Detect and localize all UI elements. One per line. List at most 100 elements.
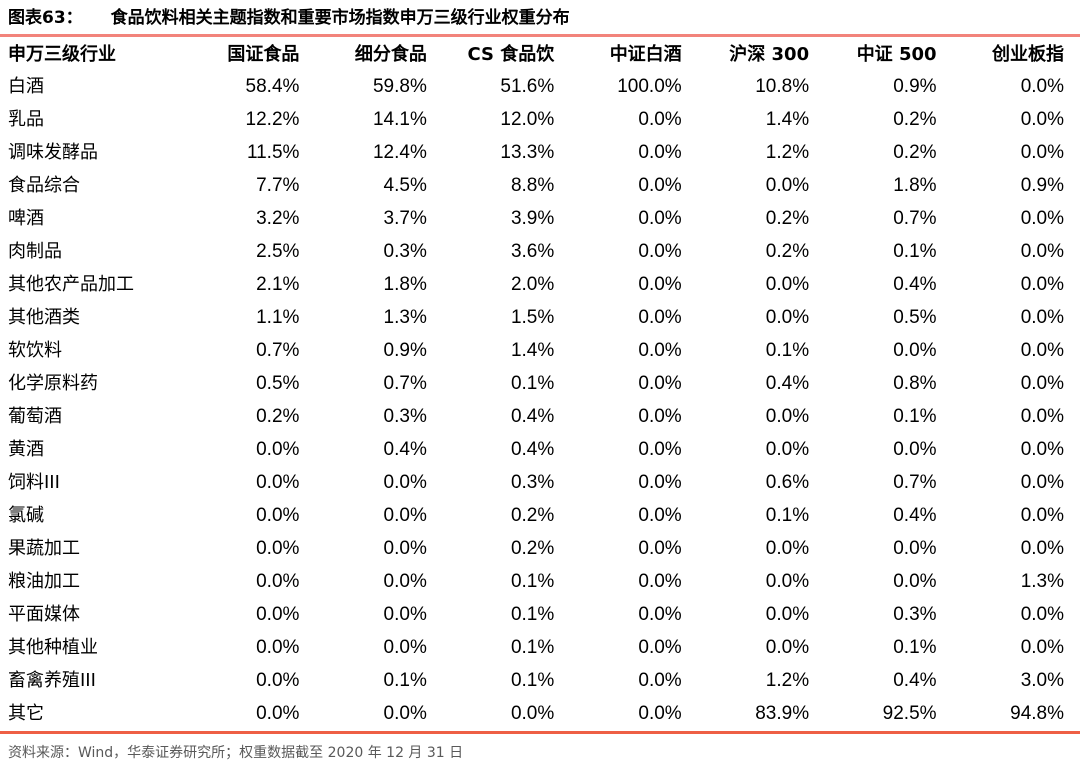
weight-cell: 0.0% [638,274,682,295]
weight-cell: 0.0% [893,538,937,559]
row-label: 粮油加工 [8,571,80,592]
weight-cell: 0.2% [893,109,937,130]
weight-cell: 0.0% [256,505,300,526]
weight-cell: 0.7% [256,340,300,361]
weight-cell: 0.1% [893,406,937,427]
weight-cell: 0.0% [638,142,682,163]
weight-cell: 0.4% [510,406,555,427]
weight-cell: 0.0% [383,571,427,592]
figure-number-label: 图表63： [8,8,83,28]
weight-cell: 0.0% [765,406,810,427]
weight-cell: 0.0% [765,637,810,658]
weight-cell: 0.4% [383,439,427,460]
column-header: 细分食品 [354,44,427,65]
weight-cell: 0.4% [893,274,937,295]
weight-cell: 0.4% [893,670,937,691]
weight-cell: 1.4% [510,340,555,361]
weight-cell: 0.0% [256,538,300,559]
weight-cell: 0.0% [256,670,300,691]
weight-cell: 0.0% [1020,604,1064,625]
weight-cell: 0.0% [1020,307,1064,328]
column-header: 中证白酒 [609,44,682,65]
weight-cell: 0.2% [765,208,810,229]
weight-cell: 0.0% [1020,439,1064,460]
weight-cell: 0.0% [765,538,810,559]
row-label: 畜禽养殖III [8,670,96,691]
weight-cell: 0.1% [510,373,555,394]
weight-cell: 0.4% [510,439,555,460]
weight-cell: 12.0% [500,109,555,130]
table-container: 申万三级行业 国证食品 细分食品 CS 食品饮 中证白酒 沪深 300 中证 500 创业板指… [0,37,1080,731]
weight-cell: 0.0% [383,637,427,658]
weight-cell: 10.8% [755,76,810,97]
weight-cell: 0.2% [256,406,300,427]
weight-cell: 0.0% [1020,373,1064,394]
table-row: 其他酒类 1.1% 1.3% 1.5% 0.0% 0.0% 0.5% 0.0% [0,302,1064,335]
weight-cell: 0.2% [765,241,810,262]
row-label: 其他种植业 [8,637,98,658]
weight-cell: 0.0% [638,703,682,724]
weight-cell: 0.0% [638,241,682,262]
table-row: 其它 0.0% 0.0% 0.0% 0.0% 83.9% 92.5% 94.8% [0,698,1064,731]
column-header-industry: 申万三级行业 [8,44,116,65]
weight-cell: 0.0% [893,439,937,460]
weight-cell: 0.0% [638,373,682,394]
weight-cell: 0.0% [1020,637,1064,658]
weight-cell: 1.3% [383,307,427,328]
weight-cell: 0.9% [383,340,427,361]
row-label: 葡萄酒 [8,406,62,427]
weight-cell: 94.8% [1010,703,1064,724]
weight-cell: 12.2% [245,109,300,130]
source-note: 资料来源：Wind，华泰证券研究所；权重数据截至 2020 年 12 月 31 … [8,745,464,761]
weight-cell: 0.1% [765,340,810,361]
row-label: 肉制品 [8,241,62,262]
row-label: 饲料III [8,472,60,493]
table-row: 果蔬加工 0.0% 0.0% 0.2% 0.0% 0.0% 0.0% 0.0% [0,533,1064,566]
industry-weight-table: 申万三级行业 国证食品 细分食品 CS 食品饮 中证白酒 沪深 300 中证 500 创业板指… [0,37,1064,731]
weight-cell: 0.0% [510,703,555,724]
weight-cell: 1.2% [765,142,810,163]
weight-cell: 1.5% [510,307,555,328]
table-row: 化学原料药 0.5% 0.7% 0.1% 0.0% 0.4% 0.8% 0.0% [0,368,1064,401]
weight-cell: 0.1% [510,571,555,592]
weight-cell: 0.0% [1020,538,1064,559]
table-row: 白酒 58.4% 59.8% 51.6% 100.0% 10.8% 0.9% 0.0% [0,71,1064,104]
weight-cell: 0.0% [256,703,300,724]
weight-cell: 0.0% [765,439,810,460]
weight-cell: 0.0% [1020,76,1064,97]
row-label: 乳品 [8,109,44,130]
weight-cell: 0.6% [765,472,810,493]
weight-cell: 0.0% [638,340,682,361]
weight-cell: 0.8% [893,373,937,394]
weight-cell: 92.5% [882,703,937,724]
weight-cell: 0.1% [510,604,555,625]
weight-cell: 0.0% [638,175,682,196]
weight-cell: 0.0% [1020,274,1064,295]
table-row: 乳品 12.2% 14.1% 12.0% 0.0% 1.4% 0.2% 0.0% [0,104,1064,137]
weight-cell: 0.1% [510,670,555,691]
weight-cell: 0.7% [383,373,427,394]
column-header: 国证食品 [227,44,300,65]
weight-cell: 14.1% [372,109,427,130]
weight-cell: 0.4% [765,373,810,394]
weight-cell: 0.5% [893,307,937,328]
weight-cell: 0.5% [256,373,300,394]
weight-cell: 0.7% [893,208,937,229]
weight-cell: 1.8% [383,274,427,295]
weight-cell: 1.2% [765,670,810,691]
row-label: 果蔬加工 [8,538,80,559]
weight-cell: 0.0% [765,175,810,196]
weight-cell: 0.0% [1020,505,1064,526]
weight-cell: 0.0% [256,604,300,625]
weight-cell: 0.0% [256,472,300,493]
weight-cell: 0.0% [765,307,810,328]
weight-cell: 2.0% [510,274,555,295]
weight-cell: 0.0% [765,274,810,295]
row-label: 白酒 [8,76,44,97]
weight-cell: 0.1% [383,670,427,691]
weight-cell: 0.0% [893,340,937,361]
weight-cell: 0.0% [765,571,810,592]
table-row: 啤酒 3.2% 3.7% 3.9% 0.0% 0.2% 0.7% 0.0% [0,203,1064,236]
weight-cell: 1.3% [1020,571,1064,592]
weight-cell: 0.2% [510,538,555,559]
